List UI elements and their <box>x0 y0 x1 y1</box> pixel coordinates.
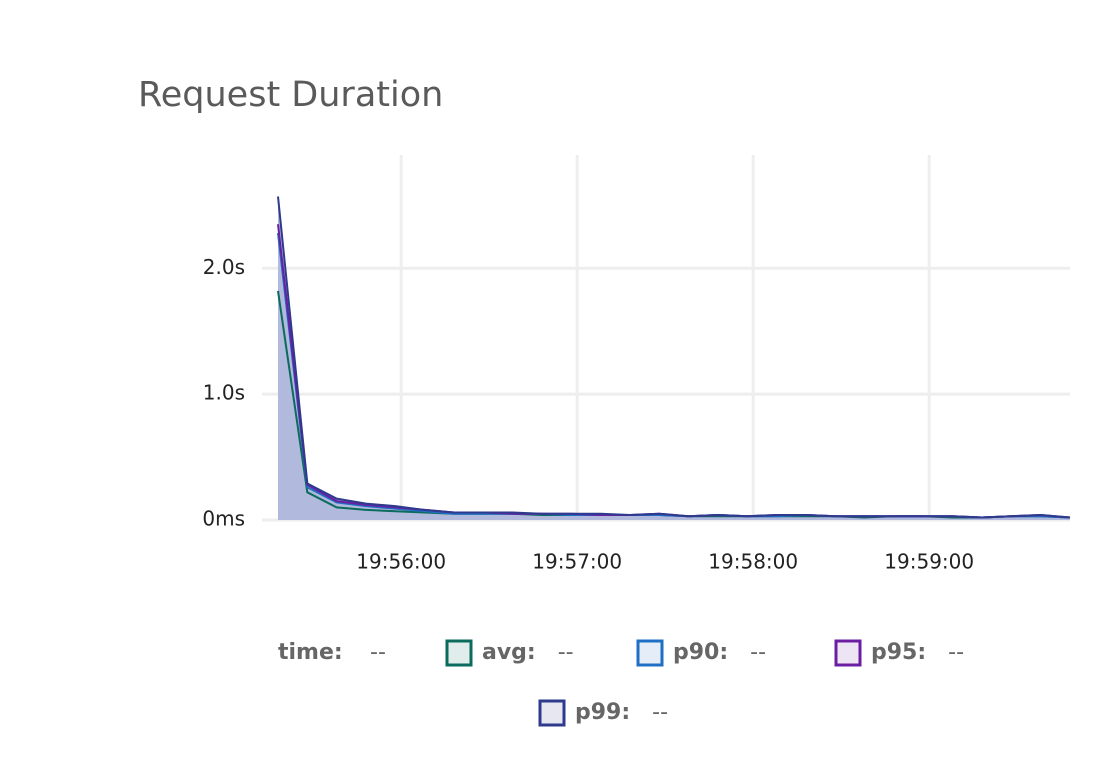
legend-label: p90: <box>673 640 728 665</box>
legend-value: -- <box>750 640 766 665</box>
legend-swatch <box>636 639 664 667</box>
series-line <box>277 196 1071 519</box>
legend-value: -- <box>948 640 964 665</box>
y-tick-label: 0ms <box>202 507 245 531</box>
x-tick-label: 19:57:00 <box>532 550 622 574</box>
series-line <box>277 290 1071 519</box>
legend-value: -- <box>558 640 574 665</box>
legend-label: p95: <box>871 640 926 665</box>
y-tick-label: 2.0s <box>203 255 245 279</box>
y-tick-label: 1.0s <box>203 381 245 405</box>
legend-value: -- <box>370 640 386 665</box>
chart-title: Request Duration <box>138 75 443 115</box>
legend-label: avg: <box>482 640 536 665</box>
legend-swatch <box>834 639 862 667</box>
legend-value: -- <box>652 700 668 725</box>
x-tick-label: 19:59:00 <box>884 550 974 574</box>
series-line <box>277 232 1071 519</box>
legend-label: p99: <box>575 700 630 725</box>
x-tick-label: 19:56:00 <box>356 550 446 574</box>
legend-label: time: <box>278 640 343 665</box>
x-tick-label: 19:58:00 <box>708 550 798 574</box>
legend-swatch <box>538 699 566 727</box>
area <box>278 196 1070 520</box>
legend-swatch <box>445 639 473 667</box>
